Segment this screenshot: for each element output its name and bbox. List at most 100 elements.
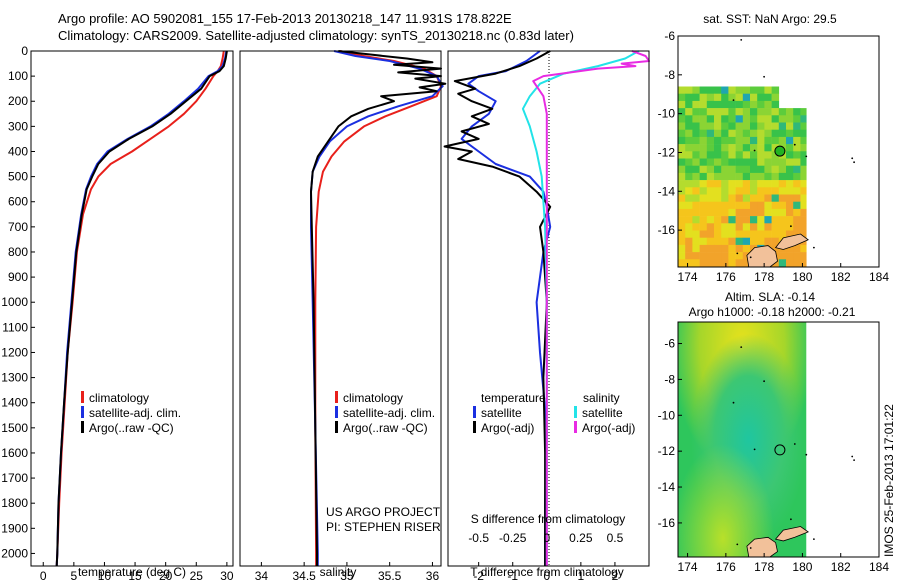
sst-cell: [728, 180, 736, 188]
sst-cell: [678, 194, 686, 202]
y-tick-label: 400: [8, 144, 28, 158]
sst-cell: [714, 237, 722, 246]
sst-cell: [786, 208, 794, 217]
y-tick-label: 1300: [1, 371, 28, 385]
sst-cell: [771, 93, 780, 102]
sst-cell: [692, 158, 700, 166]
sst-cell: [699, 180, 708, 188]
sst-cell: [699, 165, 708, 174]
sst-cell: [685, 252, 693, 260]
sst-cell: [750, 144, 758, 152]
x-tick-label: 35: [340, 569, 354, 580]
sst-cell: [742, 201, 751, 210]
sst-cell: [800, 165, 807, 174]
sst-cell: [721, 259, 729, 267]
sst-cell: [778, 259, 787, 267]
sst-cell: [692, 136, 700, 145]
y-tick-label: 200: [8, 94, 28, 108]
sst-cell: [678, 244, 686, 253]
sst-cell: [771, 165, 780, 174]
sst-cell: [771, 223, 780, 231]
sst-cell: [678, 237, 686, 246]
sst-cell: [742, 194, 751, 202]
sst-cell: [685, 230, 693, 238]
sst-cell: [728, 151, 736, 159]
sst-cell: [721, 144, 729, 152]
islet-dot: [851, 455, 854, 458]
sst-cell: [699, 151, 708, 159]
difference-plot-frame: [447, 50, 650, 567]
sst-cell: [721, 115, 729, 123]
islet-dot: [805, 155, 808, 158]
sst-cell: [714, 151, 722, 159]
sst-cell: [721, 158, 729, 166]
sst-cell: [786, 122, 794, 130]
y-tick-label: 1500: [1, 421, 28, 435]
sst-cell: [692, 252, 700, 260]
sst-cell: [735, 108, 744, 116]
sst-cell: [800, 129, 807, 138]
sst-cell: [721, 129, 729, 138]
islet-dot: [793, 443, 796, 445]
sst-map-frame: [677, 35, 880, 268]
sst-cell: [793, 187, 801, 195]
sst-cell: [757, 230, 765, 238]
sst-cell: [728, 158, 736, 166]
sst-cell: [714, 180, 722, 188]
sst-cell: [778, 230, 787, 238]
sst-cell: [685, 172, 693, 181]
y-tick-label: 1400: [1, 396, 28, 410]
sla-map-title: Altim. SLA: -0.14: [725, 290, 815, 304]
sst-cell: [692, 187, 700, 195]
sst-cell: [764, 93, 772, 102]
sst-cell: [721, 136, 729, 145]
sst-cell: [771, 194, 780, 202]
sst-cell: [685, 129, 693, 138]
s-diff-tick-label: -0.25: [499, 531, 527, 545]
project-annotation: US ARGO PROJECT: [326, 505, 441, 519]
sst-cell: [699, 216, 708, 224]
x-tick-label: 35.5: [378, 569, 402, 580]
x-tick-label: -2: [473, 569, 484, 580]
sst-cell: [735, 216, 744, 224]
sst-cell: [721, 100, 729, 109]
sst-cell: [793, 252, 801, 260]
header-line-1: Argo profile: AO 5902081_155 17-Feb-2013…: [58, 11, 512, 26]
series-line-0: [460, 50, 552, 566]
sst-cell: [778, 136, 787, 145]
sst-cell: [678, 93, 686, 102]
sst-cell: [771, 136, 780, 145]
s-difference-axis-ticks: -0.5 -0.25 0 0.25 0.5: [468, 531, 623, 545]
sst-cell: [764, 187, 772, 195]
sst-cell: [706, 172, 715, 181]
sst-cell: [793, 259, 801, 267]
sst-cell: [685, 158, 693, 166]
sst-cell: [735, 187, 744, 195]
sst-cell: [778, 187, 787, 195]
sst-cell: [685, 122, 693, 130]
s-difference-xlabel: S difference from climatology: [471, 512, 626, 526]
sst-cell: [800, 208, 807, 217]
legend-swatch-t-argo: [473, 421, 476, 433]
sst-cell: [692, 237, 700, 246]
island-viti-levu: [746, 536, 778, 558]
sst-cell: [771, 230, 780, 238]
sst-cell: [699, 194, 708, 202]
sst-cell: [757, 122, 765, 130]
sst-cell: [786, 158, 794, 166]
sst-cell: [778, 216, 787, 224]
legend-title-temperature: temperature: [481, 391, 546, 405]
sst-cell: [757, 108, 765, 116]
sst-cell: [742, 180, 751, 188]
sst-cell: [742, 223, 751, 231]
argo-float-marker: [774, 145, 786, 157]
series-line-1: [443, 50, 552, 566]
sst-cell: [771, 180, 780, 188]
sst-cell: [706, 259, 715, 267]
sst-cell: [771, 122, 780, 130]
sst-cell: [771, 100, 780, 109]
sst-cell: [800, 172, 807, 181]
sst-cell: [800, 151, 807, 159]
sst-cell: [750, 216, 758, 224]
sst-cell: [742, 216, 751, 224]
